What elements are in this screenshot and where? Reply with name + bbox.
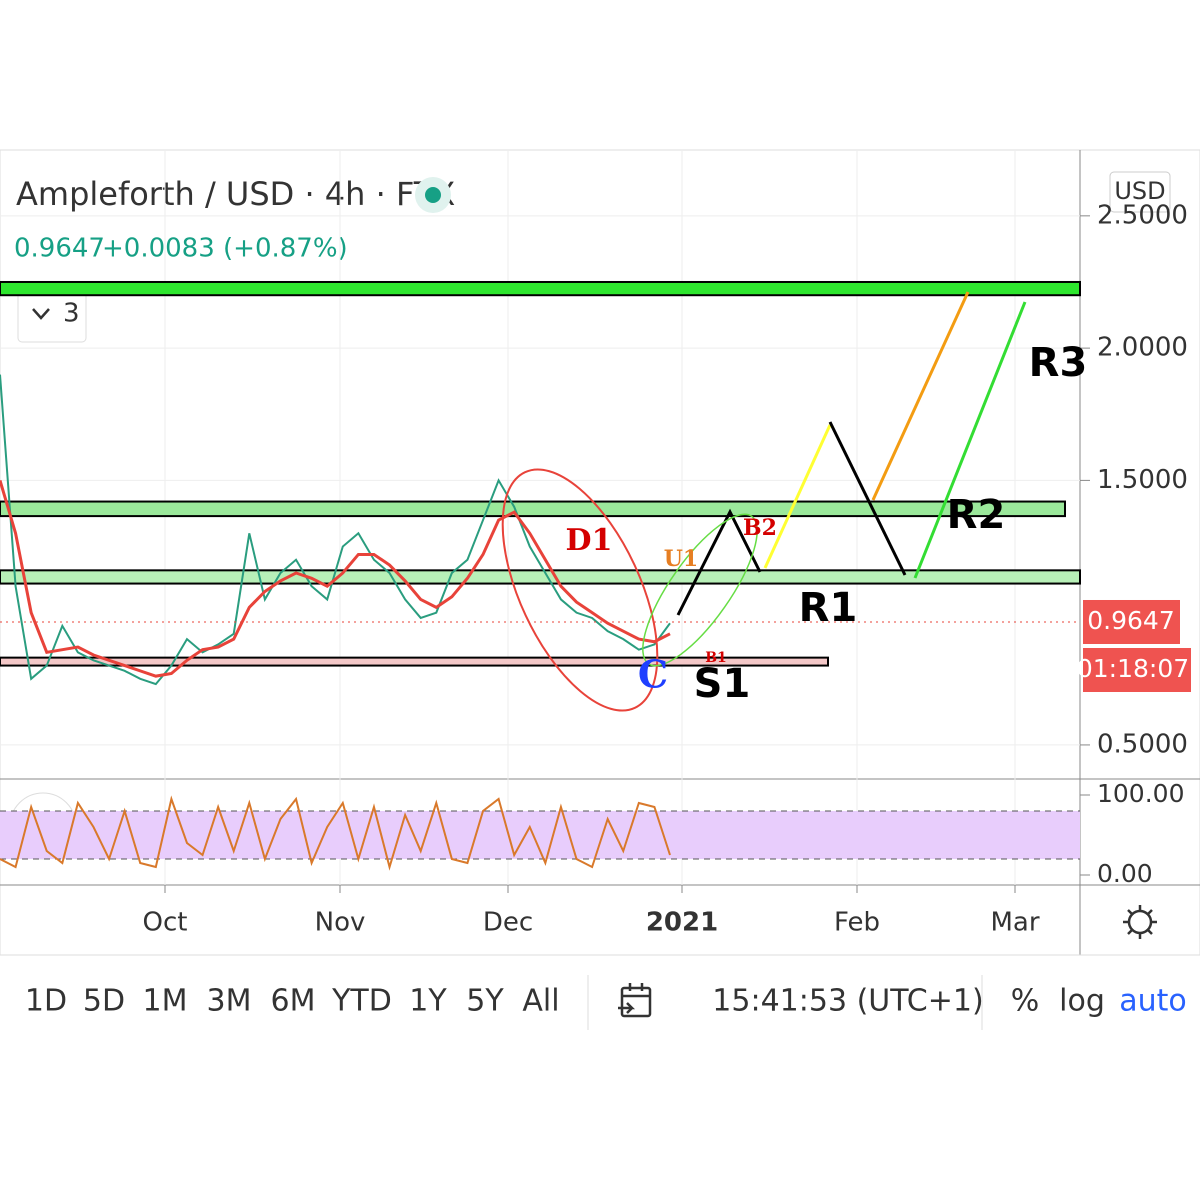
annotation: U1 [664,546,699,572]
symbol-title: Ampleforth / USD · 4h · FTX [16,175,455,213]
last-price-label: 0.9647 [1087,606,1174,635]
chevron [32,308,50,320]
y-tick-label: 100.00 [1097,779,1184,808]
drawn-ellipse [642,513,758,667]
drawn-arrow [676,508,762,616]
drawn-arrow [871,291,970,501]
drawn-ellipse [501,468,659,712]
calendar-icon[interactable] [618,983,652,1018]
y-tick-label: 2.5000 [1097,200,1188,230]
range-button[interactable]: YTD [331,984,392,1019]
range-button[interactable]: 1Y [409,984,447,1019]
y-tick-label: 2.0000 [1097,333,1188,363]
range-button[interactable]: 3M [207,984,252,1019]
x-tick-label: Mar [990,908,1039,938]
x-tick-label: Feb [834,908,880,938]
annotation: R1 [799,585,858,631]
drawn-arrow [763,424,832,569]
annotation: C [638,652,668,697]
annotation: B2 [743,515,777,541]
annotation: R3 [1029,340,1088,386]
currency-label: USD [1114,177,1165,205]
y-tick-label: 1.5000 [1097,465,1188,495]
percent-toggle[interactable]: % [1011,984,1040,1019]
range-button[interactable]: 5D [83,984,125,1019]
zone [0,569,1081,585]
price-change: +0.0083 (+0.87%) [102,234,348,264]
settings-icon[interactable] [1123,905,1157,939]
last-price-tag [1083,599,1180,644]
annotation: S1 [694,661,751,707]
annotation: D1 [566,523,613,558]
drawn-arrow [828,421,907,576]
x-tick-label: Dec [483,908,533,938]
oscillator-line [0,795,671,871]
currency-button[interactable] [1109,171,1171,213]
status-dot [425,187,441,203]
countdown-tag [1083,647,1191,692]
x-tick-label: 2021 [646,908,718,938]
price-line [0,374,671,686]
range-button[interactable]: All [522,984,559,1019]
log-toggle[interactable]: log [1059,984,1105,1019]
zone [0,656,829,667]
countdown-label: 01:18:07 [1077,654,1189,683]
range-button[interactable]: 6M [271,984,316,1019]
annotation: B1 [705,650,727,666]
zone [0,280,1081,297]
range-button[interactable]: 1D [25,984,67,1019]
x-tick-label: Oct [143,908,188,938]
zone [0,500,1066,518]
y-tick-label: 0.5000 [1097,729,1188,759]
annotation: R2 [947,492,1006,538]
price-line [0,479,671,678]
drawn-arrow [913,301,1027,579]
y-tick-label: 0.00 [1097,859,1153,888]
auto-toggle[interactable]: auto [1119,984,1187,1019]
indicator-count: 3 [63,299,80,329]
clock[interactable]: 15:41:53 (UTC+1) [712,984,983,1019]
x-tick-label: Nov [315,908,366,938]
last-price: 0.9647 [14,234,105,264]
range-button[interactable]: 1M [143,984,188,1019]
range-button[interactable]: 5Y [466,984,504,1019]
